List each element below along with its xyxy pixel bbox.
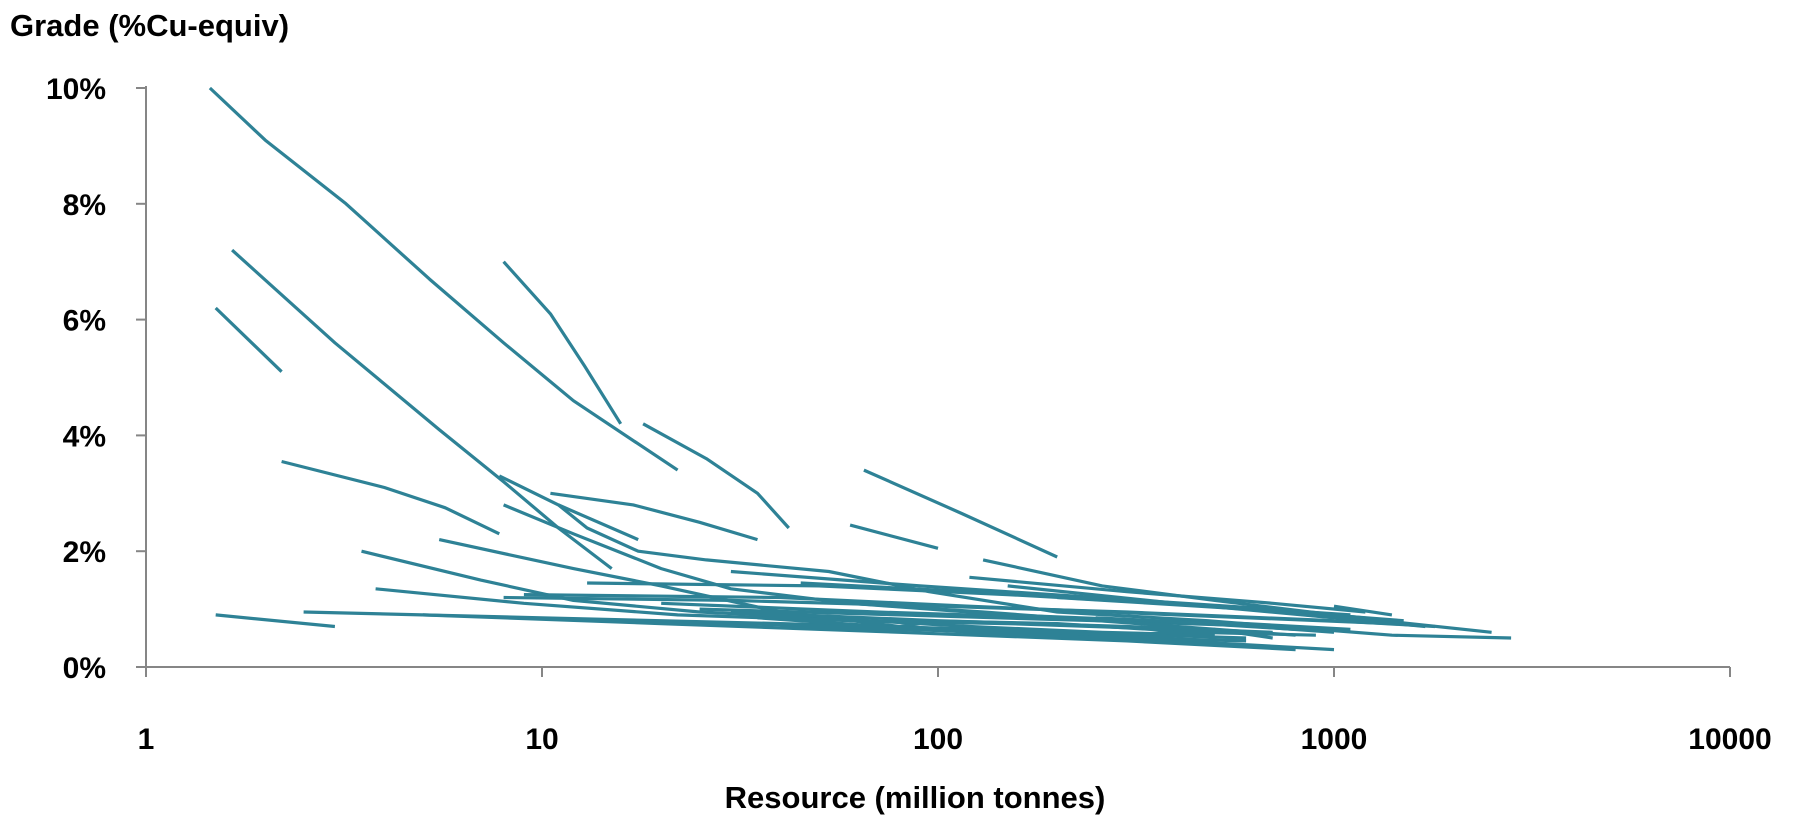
series-line-2 (231, 248, 613, 570)
series-line-7 (550, 491, 758, 542)
axes: 0% 2% 4% 6% 8% 10% 1 10 100 1000 10000 (46, 73, 1772, 756)
series-group (208, 86, 1512, 652)
series-line-24 (982, 558, 1393, 623)
x-tick-label: 10 (525, 723, 558, 756)
series-line-3 (214, 306, 283, 373)
series-line-25 (969, 575, 1366, 614)
series-line-20 (523, 593, 1392, 626)
y-tick-label: 10% (46, 73, 106, 106)
y-tick-label: 8% (63, 189, 106, 222)
series-line-4 (502, 260, 623, 425)
series-line-16 (215, 613, 336, 629)
x-tick-label: 1 (138, 723, 155, 756)
series-line-38 (1126, 627, 1273, 640)
y-tick-label: 2% (63, 536, 106, 569)
series-line-39 (899, 622, 921, 629)
x-tick-label: 10000 (1688, 723, 1771, 756)
series-line-28 (1333, 604, 1393, 617)
series-line-1 (208, 86, 679, 472)
x-axis-title: Resource (million tonnes) (725, 780, 1106, 815)
x-tick-label: 1000 (1301, 723, 1368, 756)
series-line-10 (863, 468, 1058, 559)
y-axis-title: Grade (%Cu-equiv) (10, 8, 289, 43)
series-line-11 (849, 523, 939, 550)
x-tick-label: 100 (913, 723, 963, 756)
series-line-37 (1095, 616, 1335, 634)
series-line-34 (611, 619, 1215, 643)
series-line-5 (281, 459, 500, 536)
series-line-18 (422, 613, 1296, 652)
series-line-13 (361, 549, 1215, 637)
series-line-36 (919, 619, 1316, 637)
series-line-8 (557, 503, 639, 542)
series-line-27 (1057, 595, 1426, 629)
series-line-9 (642, 422, 790, 530)
y-tick-label: 4% (63, 420, 106, 453)
y-tick-label: 6% (63, 305, 106, 338)
y-tick-label: 0% (63, 652, 106, 685)
